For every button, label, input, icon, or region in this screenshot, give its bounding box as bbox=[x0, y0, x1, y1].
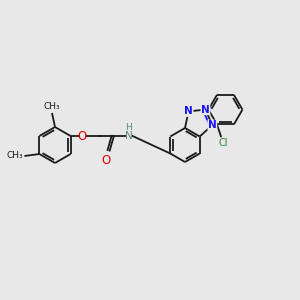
Text: CH₃: CH₃ bbox=[7, 152, 23, 160]
Text: N: N bbox=[208, 120, 217, 130]
Text: H: H bbox=[125, 123, 132, 132]
Text: N: N bbox=[184, 106, 193, 116]
Text: Cl: Cl bbox=[218, 138, 228, 148]
Text: CH₃: CH₃ bbox=[44, 102, 60, 111]
Text: N: N bbox=[201, 105, 210, 115]
Text: O: O bbox=[101, 154, 110, 167]
Text: O: O bbox=[77, 130, 86, 142]
Text: N: N bbox=[125, 131, 133, 141]
